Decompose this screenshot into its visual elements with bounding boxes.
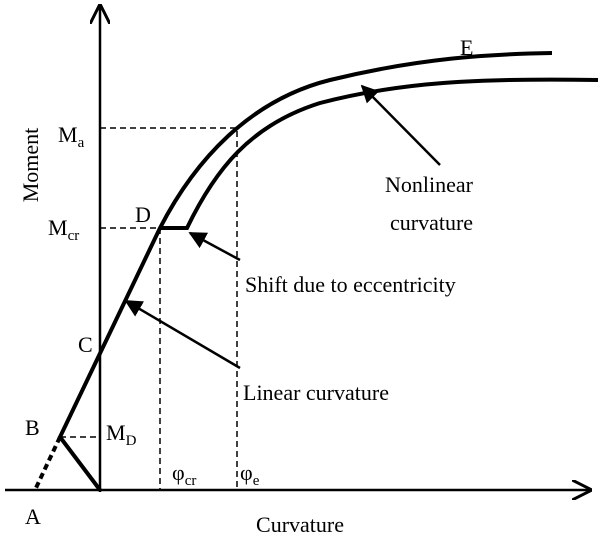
linear-curve: [57, 51, 553, 492]
label-main: M: [48, 215, 68, 240]
annotation: Nonlinear: [385, 172, 474, 197]
moment-label: Ma: [58, 122, 85, 151]
label-main: φ: [240, 460, 253, 485]
label-sub: a: [78, 135, 85, 151]
moment-label: Mcr: [48, 215, 79, 244]
curvature-label: φe: [240, 460, 260, 489]
point-label: E: [460, 35, 473, 60]
y-axis-label: Moment: [18, 128, 43, 203]
label-sub: cr: [185, 473, 197, 489]
point-label: C: [78, 332, 93, 357]
extension: [33, 436, 62, 491]
x-axis-label: Curvature: [256, 512, 344, 537]
label-sub: e: [253, 473, 260, 489]
pointer: [188, 231, 241, 262]
label-main: φ: [172, 460, 185, 485]
point-label: B: [25, 415, 40, 440]
guide-mcr: [100, 227, 161, 490]
label-sub: D: [126, 433, 137, 449]
label-main: M: [58, 122, 78, 147]
label-main: M: [106, 420, 126, 445]
moment-label: MD: [106, 420, 137, 449]
pointer: [124, 299, 241, 370]
annotation: curvature: [390, 210, 473, 235]
annotation: Linear curvature: [243, 380, 389, 405]
point-label: D: [135, 202, 151, 227]
label-sub: cr: [68, 228, 80, 244]
annotation: Shift due to eccentricity: [245, 272, 456, 297]
point-label: A: [25, 504, 41, 529]
guide-ma: [100, 127, 238, 490]
nonlinear-curve: [160, 77, 599, 230]
pointer: [360, 84, 441, 166]
curvature-label: φcr: [172, 460, 196, 489]
